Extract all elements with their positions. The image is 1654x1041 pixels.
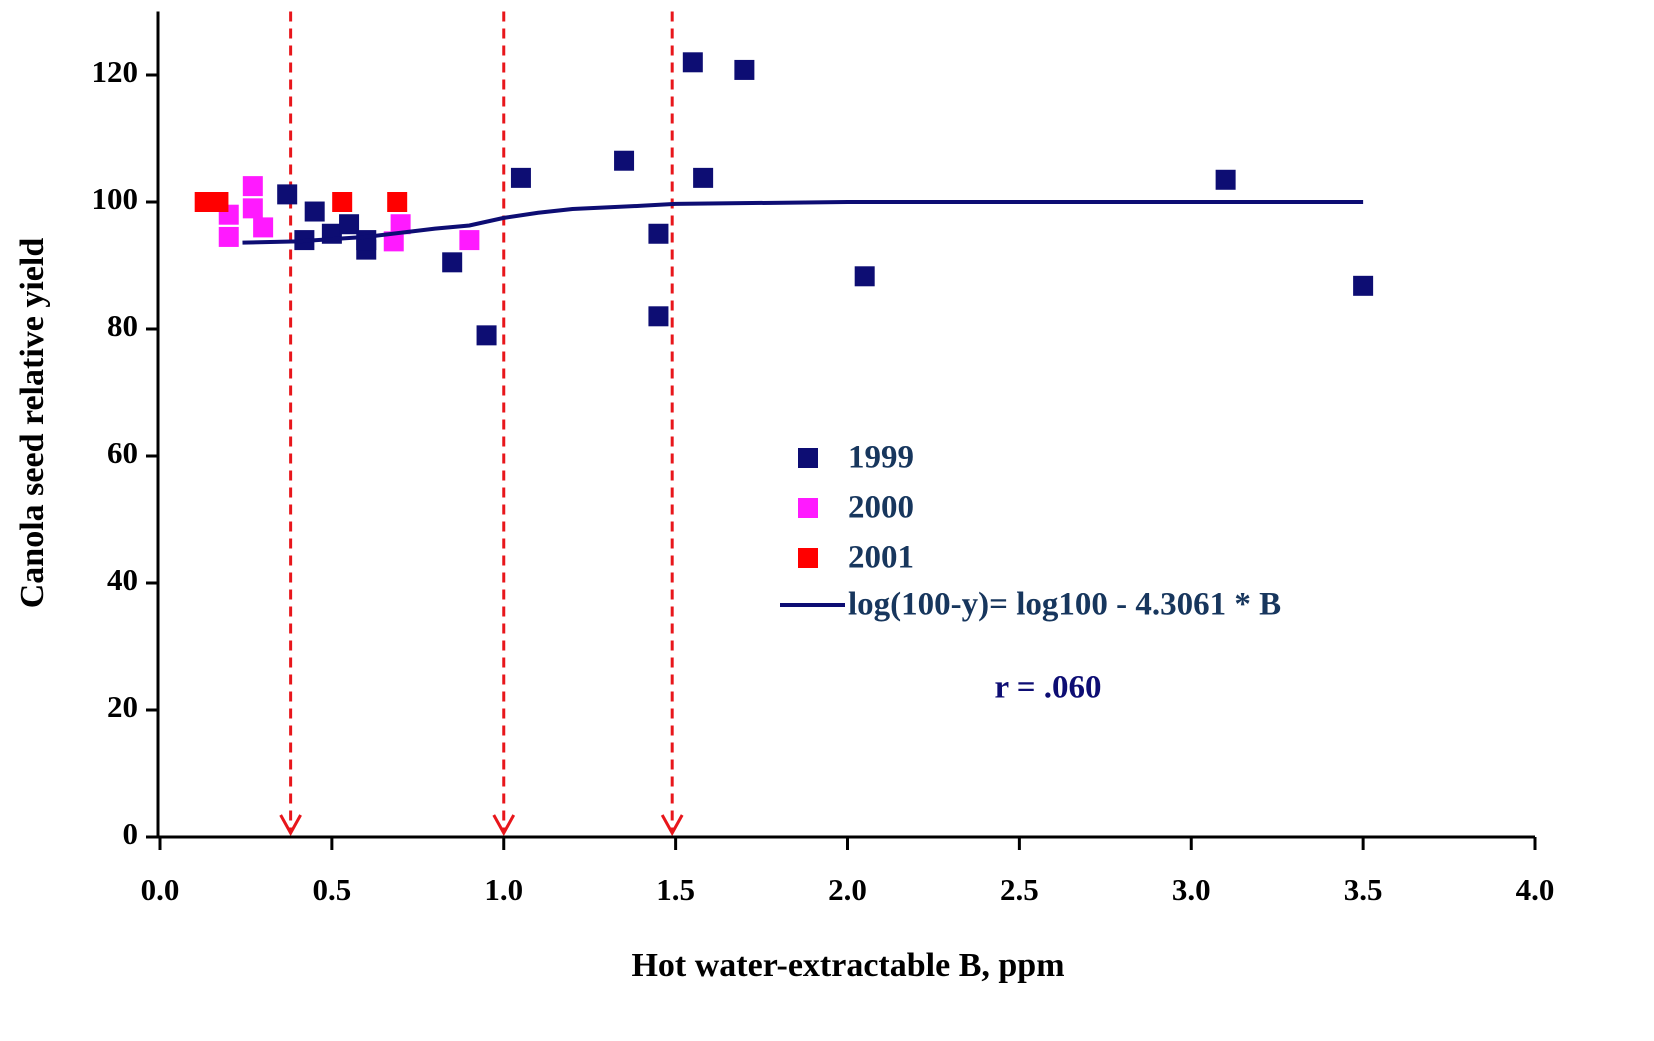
point: [1215, 169, 1236, 190]
reference-arrow: [492, 814, 516, 837]
point: [459, 230, 480, 251]
point: [648, 223, 669, 244]
y-tick-label: 100: [92, 181, 139, 216]
point: [442, 252, 463, 273]
point: [332, 192, 353, 212]
reference-arrow: [279, 814, 302, 837]
y-tick-label: 40: [107, 562, 138, 597]
point: [682, 52, 703, 73]
point: [304, 201, 325, 222]
fit-line: [242, 200, 1364, 245]
x-tick-label: 0.5: [313, 872, 352, 907]
legend-marker: [798, 448, 818, 468]
point: [693, 167, 714, 188]
x-tick-label: 2.5: [1000, 872, 1039, 907]
point: [387, 192, 408, 212]
x-tick-label: 1.5: [656, 872, 695, 907]
legend-label: log(100-y)= log100 - 4.3061 * B: [848, 587, 1281, 623]
x-tick-label: 3.0: [1172, 872, 1211, 907]
y-tick-label: 0: [123, 816, 139, 851]
point: [476, 325, 497, 346]
annotation: r = .060: [994, 670, 1101, 706]
reference-arrow: [660, 814, 684, 837]
point: [253, 217, 274, 238]
point: [277, 184, 298, 205]
x-tick-label: 4.0: [1516, 872, 1555, 907]
legend-marker: [798, 548, 818, 568]
y-tick-label: 20: [107, 689, 138, 724]
point: [390, 214, 411, 235]
x-tick-label: 3.5: [1344, 872, 1383, 907]
point: [854, 266, 875, 287]
x-tick-label: 1.0: [484, 872, 523, 907]
point: [208, 192, 229, 212]
x-axis-label: Hot water-extractable B, ppm: [631, 947, 1064, 984]
point: [242, 176, 263, 197]
x-tick-label: 0.0: [141, 872, 180, 907]
legend-label: 2001: [848, 540, 914, 576]
point: [648, 306, 669, 327]
legend-marker: [798, 498, 818, 518]
legend-label: 1999: [848, 440, 914, 476]
point: [356, 230, 377, 251]
point: [218, 226, 239, 247]
y-tick-label: 80: [107, 308, 138, 343]
y-tick-label: 120: [92, 54, 139, 89]
point: [614, 150, 635, 171]
point: [242, 198, 263, 219]
point: [339, 214, 360, 235]
point: [510, 167, 531, 188]
x-tick-label: 2.0: [828, 872, 867, 907]
y-tick-label: 60: [107, 435, 138, 470]
point: [383, 231, 404, 252]
point: [1353, 275, 1374, 296]
legend-label: 2000: [848, 490, 914, 526]
point: [734, 59, 755, 80]
y-axis-label: Canola seed relative yield: [14, 238, 51, 609]
